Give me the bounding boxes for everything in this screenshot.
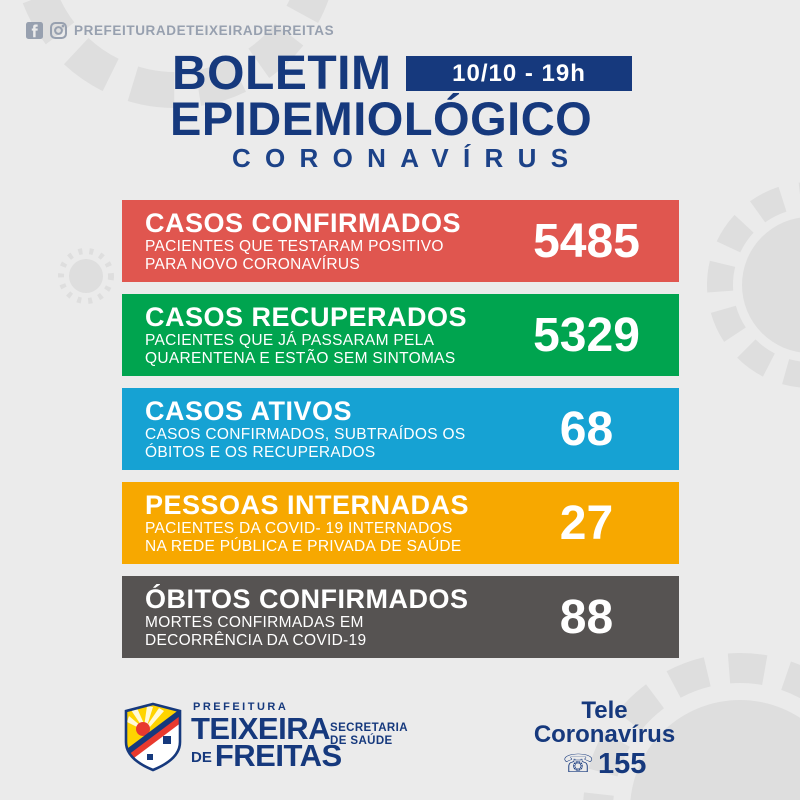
social-handle: PREFEITURADETEIXEIRADEFREITAS	[74, 23, 335, 38]
virus-decoration-small-left	[58, 248, 114, 304]
card-recovered-cases: CASOS RECUPERADOS PACIENTES QUE JÁ PASSA…	[122, 294, 679, 376]
logo-pretitle: PREFEITURA	[193, 701, 289, 713]
card-description-line1: PACIENTES DA COVID- 19 INTERNADOS	[145, 520, 453, 537]
card-description-line1: MORTES CONFIRMADAS EM	[145, 614, 364, 631]
card-description-line1: PACIENTES QUE TESTARAM POSITIVO	[145, 238, 444, 255]
card-description-line2: QUARENTENA E ESTÃO SEM SINTOMAS	[145, 350, 456, 367]
card-active-cases: CASOS ATIVOS CASOS CONFIRMADOS, SUBTRAÍD…	[122, 388, 679, 470]
hotline-line1: Tele	[581, 697, 628, 724]
logo-freitas: FREITAS	[214, 738, 342, 773]
card-value: 68	[559, 402, 614, 456]
instagram-icon	[50, 22, 67, 39]
social-bar: PREFEITURADETEIXEIRADEFREITAS	[26, 22, 334, 39]
date-badge: 10/10 - 19h	[406, 56, 632, 91]
logo-city-name-line1: TEIXEIRA	[191, 711, 330, 746]
facebook-icon	[26, 22, 43, 39]
card-description-line2: PARA NOVO CORONAVÍRUS	[145, 256, 361, 273]
card-confirmed-deaths: ÓBITOS CONFIRMADOS MORTES CONFIRMADAS EM…	[122, 576, 679, 658]
card-title: CASOS CONFIRMADOS	[145, 208, 462, 238]
card-title: CASOS ATIVOS	[145, 396, 353, 426]
card-value: 5329	[533, 308, 640, 362]
bulletin-title-line1: BOLETIM	[172, 47, 392, 100]
logo-de: DE	[191, 749, 212, 766]
card-confirmed-cases: CASOS CONFIRMADOS PACIENTES QUE TESTARAM…	[122, 200, 679, 282]
city-shield-logo	[124, 702, 182, 772]
card-description-line2: NA REDE PÚBLICA E PRIVADA DE SAÚDE	[145, 538, 462, 555]
card-title: PESSOAS INTERNADAS	[145, 490, 470, 520]
logo-city-name-line2: DE FREITAS	[191, 738, 342, 773]
card-title: ÓBITOS CONFIRMADOS	[145, 584, 469, 614]
card-value: 27	[559, 496, 614, 550]
dept-line2: DE SAÚDE	[330, 735, 393, 747]
card-description-line1: PACIENTES QUE JÁ PASSARAM PELA	[145, 332, 435, 349]
card-hospitalized: PESSOAS INTERNADAS PACIENTES DA COVID- 1…	[122, 482, 679, 564]
date-badge-text: 10/10 - 19h	[452, 59, 586, 87]
card-title: CASOS RECUPERADOS	[145, 302, 468, 332]
tele-coronavirus-hotline: Tele Coronavírus ☏ 155	[532, 699, 677, 779]
card-description-line1: CASOS CONFIRMADOS, SUBTRAÍDOS OS	[145, 426, 466, 443]
bulletin-subtitle: CORONAVÍRUS	[231, 143, 583, 173]
virus-decoration-right	[707, 182, 800, 388]
health-department-label: SECRETARIA DE SAÚDE	[330, 722, 408, 748]
card-description-line2: DECORRÊNCIA DA COVID-19	[145, 632, 367, 649]
phone-icon: ☏	[562, 750, 594, 778]
hotline-number-row: ☏ 155	[532, 750, 677, 779]
hotline-number: 155	[597, 748, 647, 780]
hotline-line2: Coronavírus	[533, 721, 676, 748]
dept-line1: SECRETARIA	[330, 722, 408, 734]
card-description-line2: ÓBITOS E OS RECUPERADOS	[145, 444, 376, 461]
card-value: 88	[559, 590, 614, 644]
bulletin-title-line2: EPIDEMIOLÓGICO	[170, 92, 593, 145]
card-value: 5485	[533, 214, 640, 268]
